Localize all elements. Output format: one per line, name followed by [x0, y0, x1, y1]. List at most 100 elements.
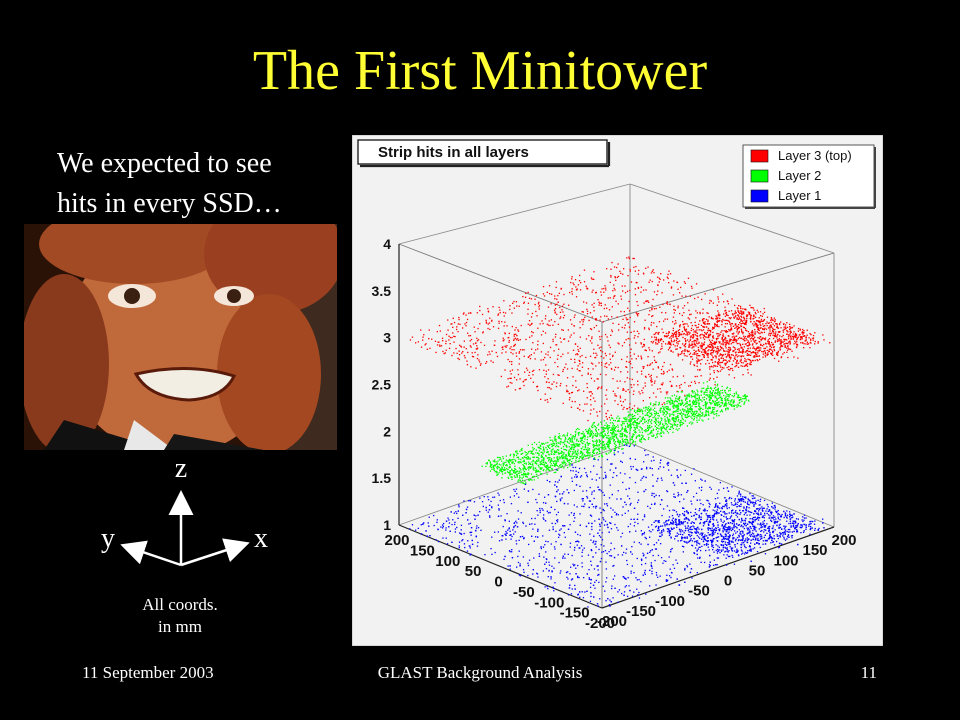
hit-point — [750, 352, 752, 354]
hit-point — [587, 432, 589, 435]
hit-point — [778, 339, 780, 341]
hit-point — [616, 276, 618, 279]
hit-point — [728, 400, 730, 402]
hit-point — [605, 412, 607, 415]
hit-point — [619, 440, 621, 442]
hit-point — [692, 336, 694, 338]
hit-point — [531, 370, 534, 372]
hit-point — [600, 294, 603, 296]
hit-point — [549, 457, 551, 459]
hit-point — [702, 354, 704, 356]
hit-point — [619, 397, 622, 399]
hit-point — [600, 355, 602, 358]
hit-point — [549, 447, 551, 449]
hit-point — [684, 323, 686, 325]
hit-point — [660, 411, 662, 413]
hit-point — [571, 391, 574, 394]
hit-point — [615, 279, 617, 281]
hit-point — [643, 302, 645, 304]
hit-point — [625, 418, 627, 420]
hit-point — [733, 337, 736, 339]
hit-point — [675, 416, 677, 418]
plot-box-axes — [398, 244, 835, 609]
hit-point — [535, 310, 537, 313]
hit-point — [718, 325, 720, 328]
hit-point — [657, 388, 659, 390]
hit-point — [597, 344, 599, 346]
hit-point — [750, 318, 752, 320]
hit-point — [751, 307, 753, 309]
hit-point — [519, 477, 521, 479]
hit-point — [636, 422, 639, 424]
hit-point — [786, 345, 789, 347]
hit-point — [641, 431, 644, 434]
hit-point — [664, 428, 666, 430]
hit-point — [610, 432, 612, 434]
hit-point — [591, 337, 593, 340]
hit-point — [717, 335, 719, 337]
hit-point — [663, 370, 665, 373]
hit-point — [690, 285, 693, 288]
hit-point — [760, 338, 762, 341]
hit-point — [770, 326, 772, 328]
hit-point — [625, 339, 627, 341]
hit-point — [795, 335, 797, 337]
hit-point — [569, 463, 571, 465]
hit-point — [552, 453, 555, 455]
hit-point — [672, 294, 675, 296]
hit-point — [536, 443, 538, 446]
hit-point — [596, 439, 598, 442]
hit-point — [810, 334, 812, 336]
hit-point — [525, 378, 527, 381]
hit-point — [714, 381, 716, 383]
hit-point — [814, 343, 816, 345]
hit-point — [513, 335, 515, 337]
hit-point — [725, 330, 727, 332]
hit-point — [558, 292, 560, 294]
hit-point — [517, 373, 520, 376]
hit-point — [746, 365, 749, 367]
hit-point — [608, 452, 610, 454]
hit-point — [723, 367, 725, 369]
hit-point — [581, 451, 583, 454]
hit-point — [694, 396, 697, 398]
hit-point — [768, 350, 770, 353]
hit-point — [814, 340, 816, 343]
hit-point — [550, 303, 552, 305]
hit-point — [577, 390, 579, 392]
hit-point — [668, 331, 670, 334]
hit-point — [633, 424, 635, 426]
hit-point — [631, 436, 633, 438]
hit-point — [517, 480, 519, 483]
hit-point — [576, 368, 578, 370]
hit-point — [422, 339, 424, 341]
hit-point — [672, 417, 675, 419]
hit-point — [600, 346, 602, 348]
hit-point — [807, 343, 810, 345]
hit-point — [634, 431, 636, 433]
hit-point — [626, 331, 628, 333]
hit-point — [652, 342, 654, 344]
hit-point — [621, 448, 623, 450]
hit-point — [495, 351, 497, 354]
z-axis-label: z — [175, 455, 187, 484]
hit-point — [614, 400, 616, 402]
hit-point — [786, 351, 788, 353]
hit-point — [661, 419, 663, 421]
hit-point — [543, 443, 545, 445]
hit-point — [640, 291, 642, 293]
hit-point — [567, 452, 569, 454]
hit-point — [541, 459, 543, 461]
hit-point — [739, 312, 741, 314]
hit-point — [610, 334, 612, 336]
hit-point — [611, 427, 613, 429]
hit-point — [486, 361, 488, 363]
hit-point — [734, 304, 736, 307]
hit-point — [551, 443, 553, 446]
hit-point — [628, 361, 630, 363]
hit-point — [705, 403, 707, 405]
hit-point — [694, 414, 696, 416]
hit-point — [639, 393, 641, 395]
hit-point — [637, 287, 640, 289]
hit-point — [534, 303, 536, 306]
